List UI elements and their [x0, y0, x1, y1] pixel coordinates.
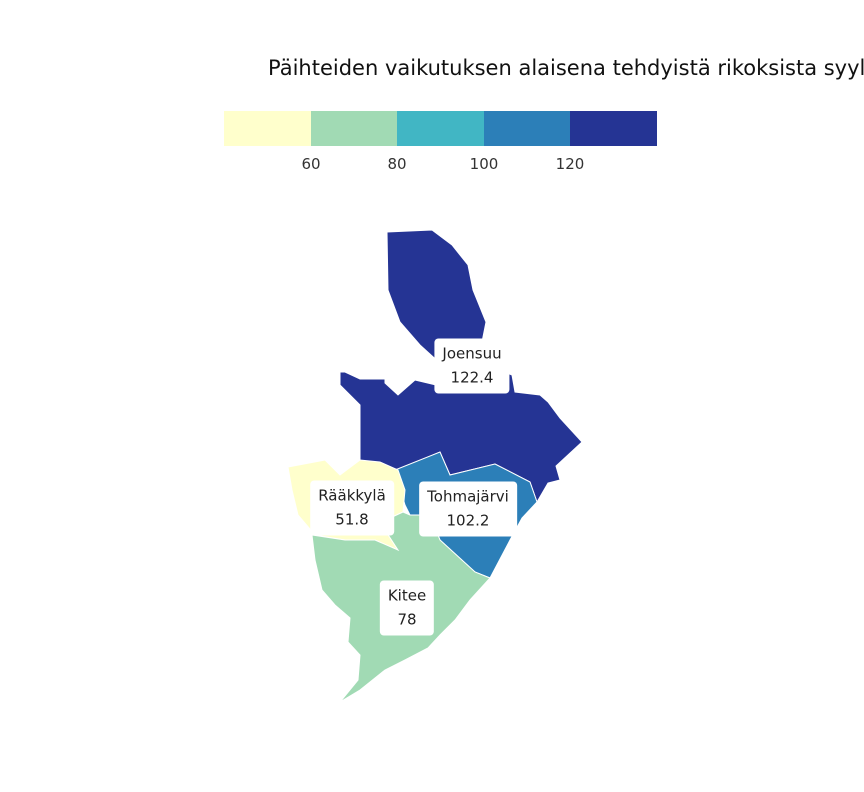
- label-tohmajarvi-value: 102.2: [446, 511, 490, 530]
- label-raakkyla-value: 51.8: [335, 510, 369, 529]
- label-kitee: Kitee 78: [379, 580, 435, 636]
- label-joensuu-value: 122.4: [450, 368, 494, 387]
- label-kitee-name: Kitee: [387, 586, 427, 605]
- legend-tick-60: 60: [301, 155, 321, 173]
- legend-tick-100: 100: [469, 155, 499, 173]
- color-legend: 60 80 100 120: [224, 111, 657, 173]
- legend-swatch-5: [570, 111, 657, 146]
- label-raakkyla: Rääkkylä 51.8: [310, 480, 394, 536]
- label-tohmajarvi-name: Tohmajärvi: [427, 487, 509, 506]
- legend-tick-120: 120: [555, 155, 585, 173]
- legend-swatch-1: [224, 111, 311, 146]
- legend-swatch-2: [311, 111, 397, 146]
- legend-swatch-4: [484, 111, 570, 146]
- legend-tick-80: 80: [387, 155, 407, 173]
- label-raakkyla-name: Rääkkylä: [318, 486, 386, 505]
- label-kitee-value: 78: [397, 610, 417, 629]
- legend-swatch-3: [397, 111, 484, 146]
- label-joensuu: Joensuu 122.4: [434, 338, 510, 394]
- label-joensuu-name: Joensuu: [442, 344, 502, 363]
- map-title: Päihteiden vaikutuksen alaisena tehdyist…: [268, 56, 864, 80]
- label-tohmajarvi: Tohmajärvi 102.2: [419, 481, 517, 537]
